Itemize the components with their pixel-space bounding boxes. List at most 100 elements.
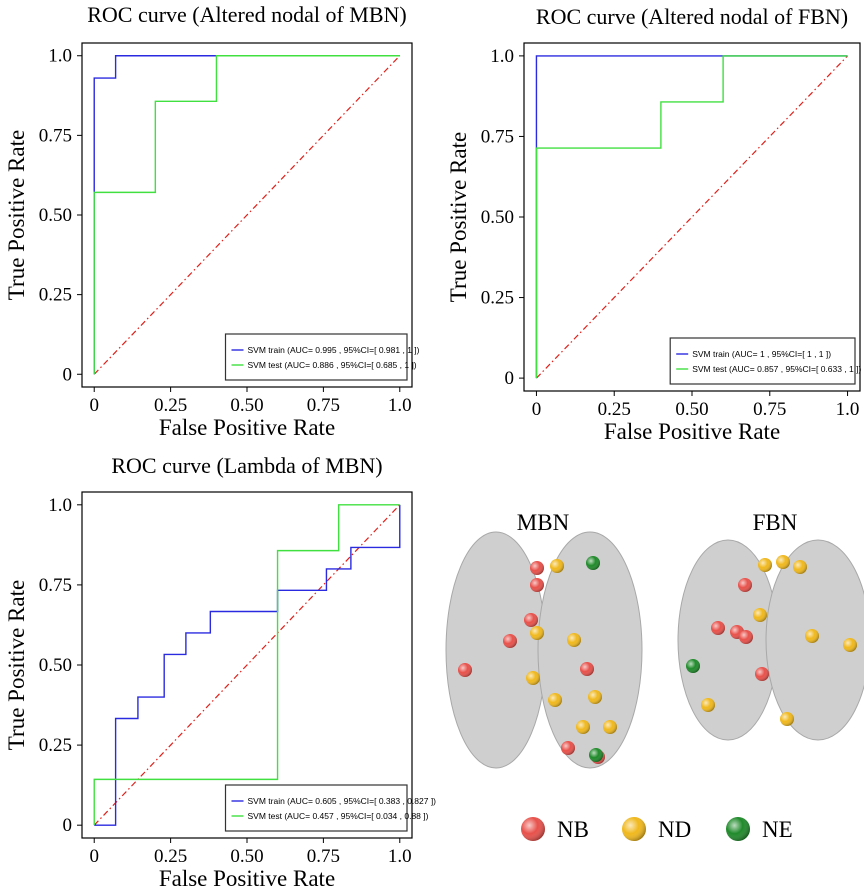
legend: SVM train (AUC= 0.995 , 95%CI=[ 0.981 , … (224, 333, 420, 381)
brain-title: MBN (517, 510, 570, 535)
legend-label: SVM test (AUC= 0.857 , 95%CI=[ 0.633 , 1… (692, 364, 861, 374)
y-tick-label: 0.50 (39, 655, 72, 676)
brain-node-shade (686, 659, 700, 673)
brain-title: FBN (753, 510, 798, 535)
brain-node-shade (739, 630, 753, 644)
brain-panel: MBN FBN (445, 510, 864, 769)
x-tick-label: 0.25 (154, 395, 187, 416)
roc-curve (93, 55, 400, 375)
roc-curve (535, 55, 848, 379)
x-tick-label: 1.0 (836, 399, 860, 420)
y-tick-label: 1.0 (490, 46, 514, 67)
y-tick-label: 0.25 (39, 735, 72, 756)
legend-label: SVM train (AUC= 0.605 , 95%CI=[ 0.383 , … (248, 796, 437, 806)
x-axis-label: False Positive Rate (159, 866, 335, 890)
y-axis-label: True Positive Rate (4, 580, 29, 750)
legend-box (224, 333, 408, 381)
legend-label: NE (762, 817, 793, 842)
legend-label: SVM test (AUC= 0.457 , 95%CI=[ 0.034 , 0… (248, 811, 429, 821)
brain-node-shade (526, 671, 540, 685)
roc-curve (93, 504, 400, 826)
y-tick-label: 0.25 (39, 285, 72, 306)
brain-node-shade (576, 720, 590, 734)
y-tick-label: 0 (63, 364, 73, 385)
brain-node-shade (530, 561, 544, 575)
y-tick-label: 1.0 (48, 495, 72, 516)
y-axis-label: True Positive Rate (446, 132, 471, 302)
legend-box (224, 784, 408, 832)
brain-node-shade (780, 712, 794, 726)
brain-node-shade (567, 633, 581, 647)
legend-label: NB (557, 817, 589, 842)
legend: SVM train (AUC= 1 , 95%CI=[ 1 , 1 ]) SVM … (669, 337, 862, 385)
y-tick-label: 0 (63, 815, 73, 836)
reference-diagonal (93, 504, 401, 826)
x-tick-label: 0.50 (230, 395, 263, 416)
x-tick-label: 0.50 (230, 846, 263, 867)
brain-node-shade (755, 667, 769, 681)
y-tick-label: 0.75 (39, 575, 72, 596)
brain-node-shade (548, 693, 562, 707)
brain-node-shade (550, 559, 564, 573)
x-tick-label: 0.75 (753, 399, 786, 420)
brain-node-shade (458, 663, 472, 677)
legend: SVM train (AUC= 0.605 , 95%CI=[ 0.383 , … (224, 784, 437, 832)
chart-title: ROC curve (Altered nodal of FBN) (536, 4, 848, 29)
y-tick-label: 0.75 (481, 126, 514, 147)
brain-node-shade (805, 629, 819, 643)
x-tick-label: 1.0 (388, 395, 412, 416)
x-tick-label: 0.50 (675, 399, 708, 420)
brain-node-shade (530, 626, 544, 640)
x-axis-label: False Positive Rate (159, 415, 335, 440)
chart-title: ROC curve (Altered nodal of MBN) (87, 2, 407, 27)
legend-label: SVM test (AUC= 0.886 , 95%CI=[ 0.685 , 1… (248, 360, 417, 370)
x-tick-label: 0 (89, 395, 99, 416)
brain-node-shade (588, 690, 602, 704)
x-tick-label: 0.75 (307, 846, 340, 867)
brain-node-shade (589, 748, 603, 762)
roc-curve (93, 55, 400, 375)
brain-node-shade (843, 638, 857, 652)
chart-title: ROC curve (Lambda of MBN) (111, 453, 382, 478)
x-tick-label: 0 (89, 846, 99, 867)
x-tick-label: 1.0 (388, 846, 412, 867)
brain-hemisphere (537, 531, 643, 769)
y-tick-label: 0.50 (481, 207, 514, 228)
x-axis-label: False Positive Rate (604, 419, 780, 444)
brain-node-shade (738, 578, 752, 592)
brain-node-shade (753, 608, 767, 622)
brain-node-shade (524, 613, 538, 627)
legend-marker-shade (726, 817, 750, 841)
y-tick-label: 1.0 (48, 46, 72, 67)
y-tick-label: 0.25 (481, 288, 514, 309)
brain-node-shade (793, 560, 807, 574)
brain-node-shade (603, 720, 617, 734)
x-tick-label: 0.75 (307, 395, 340, 416)
legend-box (669, 337, 856, 385)
brain-node-shade (701, 698, 715, 712)
y-tick-label: 0.50 (39, 205, 72, 226)
y-tick-label: 0.75 (39, 125, 72, 146)
brain-node-shade (580, 662, 594, 676)
brain-node-shade (586, 556, 600, 570)
legend-marker-shade (521, 817, 545, 841)
y-axis-label: True Positive Rate (4, 130, 29, 300)
x-tick-label: 0.25 (154, 846, 187, 867)
brain-node-shade (530, 578, 544, 592)
x-tick-label: 0.25 (598, 399, 631, 420)
x-tick-label: 0 (532, 399, 542, 420)
brain-node-shade (776, 555, 790, 569)
brain-node-shade (503, 634, 517, 648)
reference-diagonal (93, 55, 401, 375)
legend-label: SVM train (AUC= 0.995 , 95%CI=[ 0.981 , … (248, 345, 420, 355)
legend-label: SVM train (AUC= 1 , 95%CI=[ 1 , 1 ]) (692, 349, 831, 359)
legend-label: ND (658, 817, 691, 842)
roc-curve (94, 504, 401, 826)
y-tick-label: 0 (505, 368, 515, 389)
brain-node-shade (758, 558, 772, 572)
legend-marker-shade (622, 817, 646, 841)
reference-diagonal (536, 55, 848, 379)
brain-node-shade (711, 621, 725, 635)
